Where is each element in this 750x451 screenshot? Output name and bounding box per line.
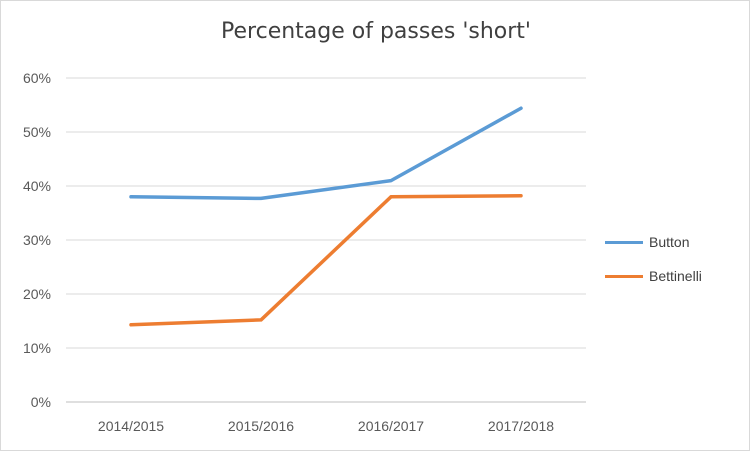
chart-title: Percentage of passes 'short' xyxy=(221,19,531,44)
x-tick-label: 2016/2017 xyxy=(358,418,424,434)
x-tick-label: 2017/2018 xyxy=(488,418,554,434)
data-point-bettinelli xyxy=(129,323,133,327)
legend-item-bettinelli: Bettinelli xyxy=(605,259,702,293)
y-tick-label: 60% xyxy=(23,70,51,86)
y-tick-label: 0% xyxy=(31,394,51,410)
legend-swatch-button xyxy=(605,240,643,244)
data-point-bettinelli xyxy=(519,194,523,198)
legend: Button Bettinelli xyxy=(605,225,702,293)
data-point-bettinelli xyxy=(389,195,393,199)
y-tick-label: 30% xyxy=(23,232,51,248)
series-line-button xyxy=(129,106,523,201)
data-point-button xyxy=(129,195,133,199)
legend-label-button: Button xyxy=(649,234,690,250)
y-tick-label: 50% xyxy=(23,124,51,140)
y-tick-label: 10% xyxy=(23,340,51,356)
series-line-bettinelli xyxy=(129,193,523,327)
y-tick-label: 20% xyxy=(23,286,51,302)
y-tick-label: 40% xyxy=(23,178,51,194)
data-point-button xyxy=(519,106,523,110)
legend-item-button: Button xyxy=(605,225,702,259)
x-tick-label: 2015/2016 xyxy=(228,418,294,434)
legend-label-bettinelli: Bettinelli xyxy=(649,268,702,284)
data-point-bettinelli xyxy=(259,318,263,322)
data-point-button xyxy=(389,179,393,183)
data-point-button xyxy=(259,196,263,200)
legend-swatch-bettinelli xyxy=(605,274,643,278)
x-tick-label: 2014/2015 xyxy=(98,418,164,434)
